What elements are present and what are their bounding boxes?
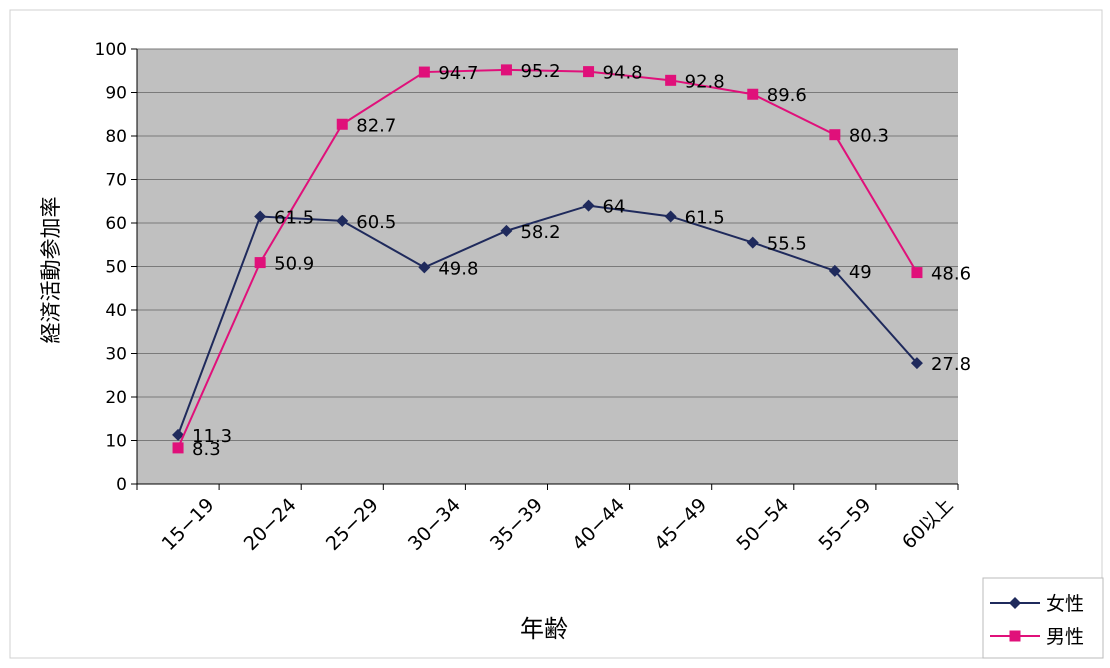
y-axis-title: 経済活動参加率 — [39, 197, 63, 344]
data-label: 48.6 — [931, 264, 971, 285]
legend-label: 男性 — [1046, 626, 1084, 648]
data-label: 89.6 — [767, 85, 807, 106]
data-label: 49.8 — [438, 258, 478, 279]
data-point — [336, 118, 348, 130]
data-point — [500, 64, 512, 76]
y-tick-label: 50 — [105, 258, 127, 278]
legend-box — [982, 577, 1104, 659]
data-point — [664, 210, 677, 223]
data-point — [172, 428, 185, 441]
data-label: 80.3 — [849, 126, 889, 147]
data-point — [172, 442, 184, 454]
data-label: 60.5 — [356, 212, 396, 233]
data-label: 27.8 — [931, 354, 971, 375]
y-tick-label: 80 — [105, 127, 127, 147]
data-label: 94.8 — [603, 63, 643, 84]
data-point — [829, 129, 841, 141]
y-tick-label: 90 — [105, 84, 127, 104]
data-label: 82.7 — [356, 115, 396, 136]
data-point — [582, 199, 595, 212]
data-point — [746, 236, 759, 249]
data-point — [665, 74, 677, 86]
data-point — [583, 66, 595, 78]
legend-label: 女性 — [1046, 593, 1084, 615]
y-tick-label: 40 — [105, 301, 127, 321]
data-label: 49 — [849, 262, 872, 283]
data-labels: 11.3 61.5 60.5 49.8 58.2 64 61.5 55.5 49 27.8 8.3 5… — [192, 61, 971, 460]
data-label: 61.5 — [274, 207, 314, 228]
y-tick-label: 0 — [116, 475, 127, 495]
data-point — [747, 88, 759, 100]
data-label: 50.9 — [274, 254, 314, 275]
data-label: 55.5 — [767, 234, 807, 255]
data-point — [418, 261, 431, 274]
data-label: 64 — [603, 197, 626, 218]
series-line — [177, 204, 918, 436]
legend-marker — [1009, 597, 1021, 609]
data-point — [254, 210, 267, 223]
y-tick-label: 20 — [105, 388, 127, 408]
data-label: 92.8 — [685, 71, 725, 92]
data-label: 8.3 — [192, 439, 221, 460]
y-tick-label: 10 — [105, 432, 127, 452]
x-axis-title: 年齢 — [520, 615, 568, 643]
data-label: 58.2 — [520, 222, 560, 243]
series-line — [177, 68, 918, 449]
y-tick-label: 60 — [105, 214, 127, 234]
legend-marker — [1009, 630, 1021, 642]
data-point — [910, 357, 923, 370]
y-tick-label: 100 — [95, 40, 127, 60]
data-point — [911, 267, 923, 279]
data-label: 61.5 — [685, 207, 725, 228]
data-point — [336, 214, 349, 227]
data-point — [418, 66, 430, 78]
data-label: 94.7 — [438, 63, 478, 84]
data-point — [254, 257, 266, 269]
data-point — [500, 224, 513, 237]
series-group — [172, 64, 923, 454]
y-tick-label: 30 — [105, 345, 127, 365]
data-point — [828, 264, 841, 277]
gridlines — [137, 48, 958, 441]
data-label: 11.3 — [192, 426, 232, 447]
data-label: 95.2 — [520, 61, 560, 82]
y-tick-label: 70 — [105, 171, 127, 191]
